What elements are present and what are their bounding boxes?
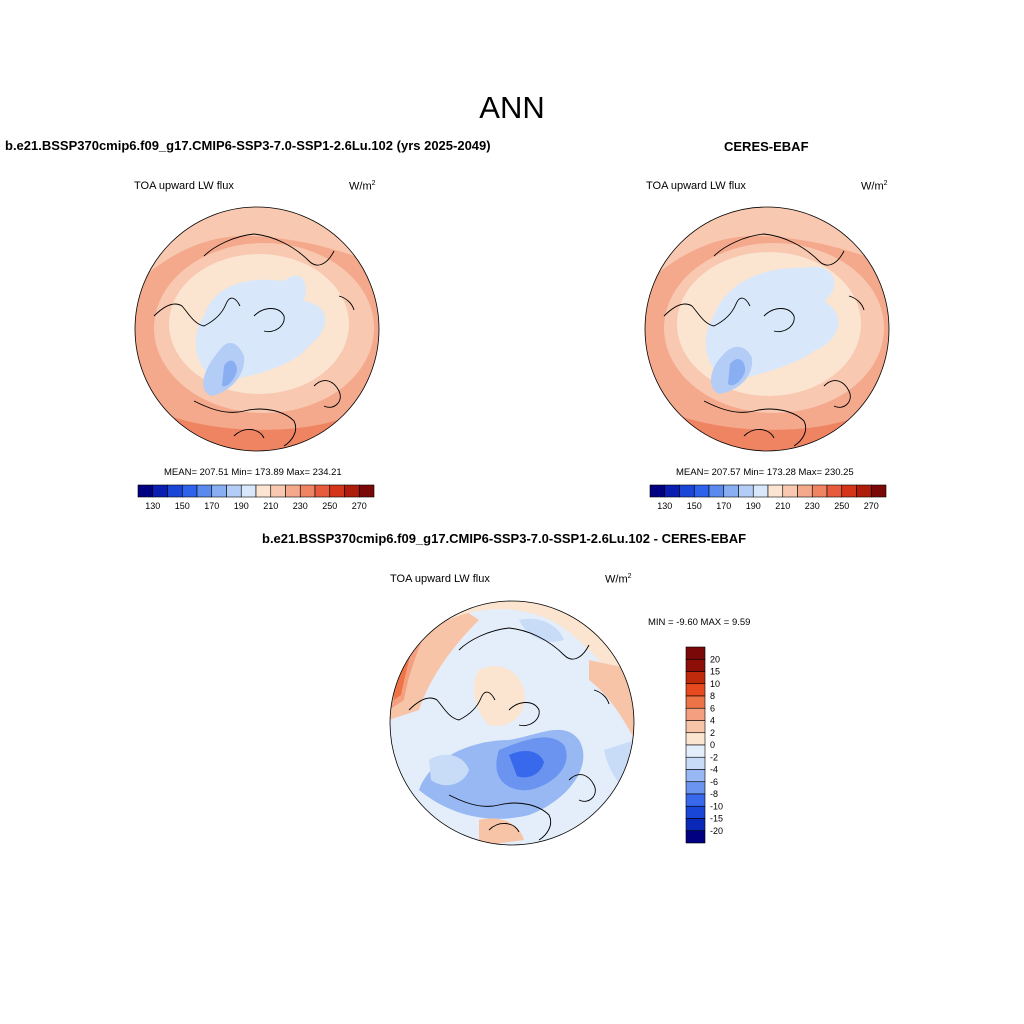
panel-1-colorbar-swatch xyxy=(226,484,242,498)
panel-3-title: b.e21.BSSP370cmip6.f09_g17.CMIP6-SSP3-7.… xyxy=(262,531,747,546)
panel-1-colorbar-tick-label: 270 xyxy=(352,501,367,511)
panel-1-colorbar-swatch xyxy=(152,484,168,498)
panel-2-units: W/m2 xyxy=(861,180,888,193)
panel-3-colorbar-tick-label: 2 xyxy=(710,728,715,738)
panel-2-colorbar-swatch xyxy=(767,484,784,498)
panel-3-units: W/m2 xyxy=(605,573,632,586)
panel-1-colorbar-tick-label: 250 xyxy=(322,501,337,511)
panel-2-polar-map xyxy=(644,206,890,452)
panel-2-colorbar-swatch xyxy=(649,484,666,498)
panel-1-colorbar-swatch xyxy=(270,484,286,498)
panel-2-colorbar-swatch xyxy=(870,484,887,498)
panel-2-colorbar-tick-label: 190 xyxy=(746,501,761,511)
panel-1-colorbar-swatch xyxy=(181,484,198,498)
panel-2-colorbar-tick-label: 150 xyxy=(687,501,702,511)
panel-2-colorbar-swatch xyxy=(693,484,710,498)
panel-3-colorbar-tick-label: 15 xyxy=(710,667,720,677)
panel-1-colorbar-swatch xyxy=(240,484,257,498)
panel-2-colorbar-tick-label: 170 xyxy=(716,501,731,511)
panel-3-colorbar-swatch xyxy=(685,671,706,685)
panel-2-colorbar-tick-label: 230 xyxy=(805,501,820,511)
panel-2-colorbar-tick-label: 250 xyxy=(834,501,849,511)
panel-3-colorbar-tick-label: -8 xyxy=(710,789,718,799)
panel-2-colorbar-swatch xyxy=(811,484,828,498)
panel-1-colorbar-tick-label: 190 xyxy=(234,501,249,511)
panel-3-colorbar-tick-label: -2 xyxy=(710,752,718,762)
panel-3-colorbar-swatch xyxy=(685,744,706,758)
panel-2-variable: TOA upward LW flux xyxy=(646,180,746,192)
panel-1-colorbar-tick-label: 210 xyxy=(263,501,278,511)
panel-1-polar-map xyxy=(134,206,380,452)
panel-3-colorbar-tick-label: 8 xyxy=(710,691,715,701)
panel-3-colorbar-tick-label: 6 xyxy=(710,703,715,713)
panel-1-colorbar-tick-label: 170 xyxy=(204,501,219,511)
panel-3-colorbar-swatch xyxy=(685,658,706,672)
panel-3-polar-map xyxy=(389,600,635,846)
panel-1-colorbar-swatch xyxy=(255,484,272,498)
panel-1-units: W/m2 xyxy=(349,180,376,193)
panel-3-colorbar-swatch xyxy=(685,720,706,734)
panel-1-variable: TOA upward LW flux xyxy=(134,180,234,192)
panel-1-colorbar-swatch xyxy=(344,484,360,498)
panel-3-colorbar-swatch xyxy=(685,707,706,721)
panel-3-colorbar-swatch xyxy=(685,683,706,697)
panel-3-colorbar-tick-label: -4 xyxy=(710,765,718,775)
panel-3-colorbar-swatch xyxy=(685,781,706,795)
panel-2-colorbar-swatch xyxy=(826,484,843,498)
panel-2-colorbar-swatch xyxy=(752,484,769,498)
panel-3-stats: MIN = -9.60 MAX = 9.59 xyxy=(648,617,751,628)
panel-3-colorbar-swatch xyxy=(685,818,706,832)
panel-1-title: b.e21.BSSP370cmip6.f09_g17.CMIP6-SSP3-7.… xyxy=(5,138,491,153)
panel-2-colorbar-tick-label: 210 xyxy=(775,501,790,511)
panel-3-colorbar-tick-label: 10 xyxy=(710,679,720,689)
panel-2-colorbar-tick-label: 130 xyxy=(657,501,672,511)
panel-3-colorbar-tick-label: -15 xyxy=(710,814,723,824)
panel-1-colorbar-swatch xyxy=(329,484,345,498)
panel-1-colorbar-swatch xyxy=(358,484,375,498)
panel-1-colorbar-swatch xyxy=(211,484,227,498)
panel-2-colorbar-swatch xyxy=(797,484,813,498)
panel-2-colorbar-tick-label: 270 xyxy=(864,501,879,511)
panel-1-colorbar-tick-label: 130 xyxy=(145,501,160,511)
panel-3-colorbar-tick-label: 4 xyxy=(710,716,715,726)
panel-2-colorbar-swatch xyxy=(841,484,857,498)
panel-2-colorbar-swatch xyxy=(856,484,872,498)
panel-2-colorbar-swatch xyxy=(723,484,739,498)
panel-1-colorbar-swatch xyxy=(137,484,154,498)
panel-3-colorbar-swatch xyxy=(685,732,706,746)
panel-3-colorbar-swatch xyxy=(685,793,706,807)
panel-3-colorbar-tick-label: -6 xyxy=(710,777,718,787)
panel-1-colorbar-swatch xyxy=(314,484,331,498)
panel-2-colorbar-swatch xyxy=(679,484,695,498)
panel-3-variable: TOA upward LW flux xyxy=(390,573,490,585)
panel-1-colorbar-swatch xyxy=(196,484,213,498)
panel-3-colorbar-swatch xyxy=(685,805,706,819)
main-title: ANN xyxy=(479,90,545,125)
panel-3-colorbar-swatch xyxy=(685,769,706,783)
panel-1-stats: MEAN= 207.51 Min= 173.89 Max= 234.21 xyxy=(164,467,342,478)
panel-2-colorbar-swatch xyxy=(738,484,754,498)
panel-1-colorbar-swatch xyxy=(285,484,301,498)
panel-1-colorbar-swatch xyxy=(299,484,316,498)
panel-3-colorbar-swatch xyxy=(685,830,706,844)
panel-3-colorbar-swatch xyxy=(685,756,706,770)
panel-2-title: CERES-EBAF xyxy=(724,139,809,154)
panel-2-colorbar-swatch xyxy=(664,484,680,498)
panel-1-colorbar-tick-label: 230 xyxy=(293,501,308,511)
panel-1-colorbar-swatch xyxy=(167,484,183,498)
panel-2-stats: MEAN= 207.57 Min= 173.28 Max= 230.25 xyxy=(676,467,854,478)
panel-2-colorbar-swatch xyxy=(708,484,725,498)
panel-3-colorbar-tick-label: -10 xyxy=(710,801,723,811)
panel-1-colorbar: 130 150 170 190 210 230 250 270 xyxy=(137,484,375,511)
panel-2-colorbar-swatch xyxy=(782,484,798,498)
panel-1-colorbar-tick-label: 150 xyxy=(175,501,190,511)
panel-2-colorbar: 130 150 170 190 210 230 250 270 xyxy=(649,484,887,511)
panel-3-colorbar-tick-label: 0 xyxy=(710,740,715,750)
panel-3-colorbar-swatch xyxy=(685,646,706,660)
panel-3-colorbar-tick-label: -20 xyxy=(710,826,723,836)
panel-3-colorbar-swatch xyxy=(685,695,706,709)
panel-3-colorbar-tick-label: 20 xyxy=(710,654,720,664)
